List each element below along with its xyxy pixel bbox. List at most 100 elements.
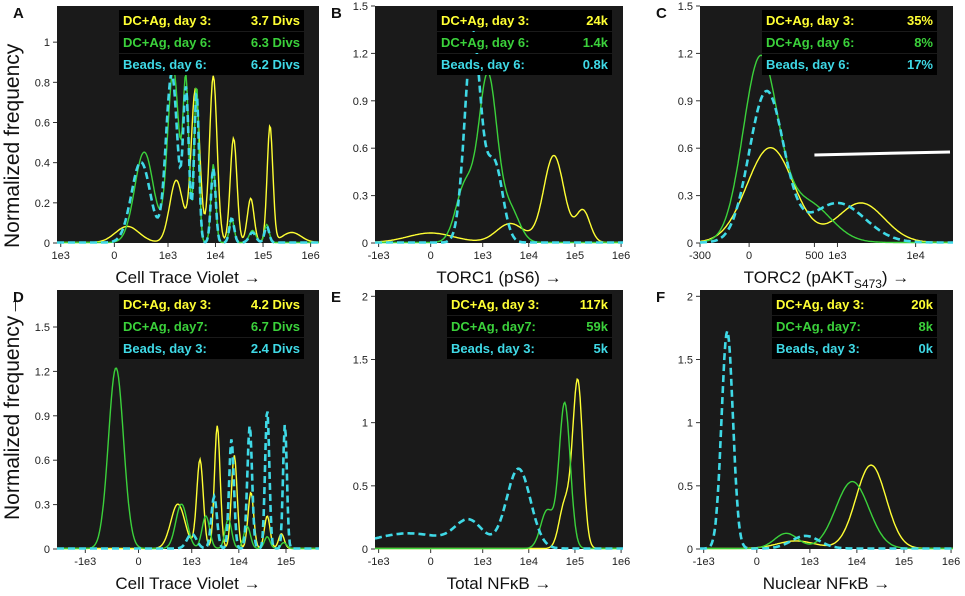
legend-bg [772,294,937,315]
legend-bg [437,10,612,31]
x-axis-label: TORC2 (pAKTS473) → [744,268,910,291]
legend-bg [447,316,612,337]
x-tick-label: 1e4 [230,556,248,568]
legend-value: 8% [914,35,933,50]
x-tick-label: 1e5 [566,250,584,262]
legend-label: DC+Ag, day 6: [441,35,530,50]
y-tick-label: 0.4 [35,158,50,170]
series-line-yellow [57,75,319,244]
y-tick-label: 0 [362,238,368,250]
legend-value: 59k [586,319,608,334]
legend-bg [119,32,304,53]
x-tick-label: 1e3 [159,250,177,262]
x-tick-label: 0 [135,556,141,568]
x-axis-label: TORC1 (pS6) → [436,268,561,287]
legend-label: DC+Ag, day 3: [441,13,530,28]
series-line-cyan [57,411,319,550]
y-tick-label: 1.2 [678,48,693,60]
y-tick-label: 0.6 [353,143,368,155]
x-tick-label: -1e3 [74,556,96,568]
y-axis-label-top: Normalized frequency [1,43,24,248]
legend-value: 20k [911,297,933,312]
y-tick-label: 0.9 [35,411,50,423]
x-tick-label: -1e3 [693,556,715,568]
legend-bg [447,294,612,315]
x-tick-label: 1e3 [474,556,492,568]
panel-letter: D [13,289,24,306]
legend-label: Beads, day 6: [123,57,207,72]
x-tick-label: 1e4 [206,250,224,262]
legend-label: Beads, day 3: [123,341,207,356]
x-tick-label: 1e4 [520,556,538,568]
legend: DC+Ag, day 3: 4.2 Divs DC+Ag, day7: 6.7 Div… [119,294,304,359]
legend-bg [119,294,304,315]
y-tick-label: 2 [362,291,368,303]
legend-bg [447,338,612,359]
legend-value: 17% [907,57,933,72]
x-tick-label: -300 [689,250,711,262]
x-tick-label: 1e6 [301,250,319,262]
legend: DC+Ag, day 3: 35% DC+Ag, day 6: 8% Beads, da… [762,10,937,75]
legend-bg [119,338,304,359]
legend-bg [762,10,937,31]
legend-value: 3.7 Divs [251,13,300,28]
legend-label: Beads, day 3: [776,341,860,356]
y-tick-label: 1.5 [353,1,368,13]
legend-label: DC+Ag, day 3: [123,13,212,28]
y-tick-label: 1.5 [678,1,693,13]
legend-label: DC+Ag, day 3: [766,13,855,28]
legend-label: DC+Ag, day 3: [123,297,212,312]
y-tick-label: 1.2 [35,366,50,378]
x-tick-label: 1e6 [942,556,960,568]
legend-value: 117k [580,297,609,312]
y-tick-label: 1.5 [678,354,693,366]
legend-value: 8k [919,319,934,334]
panel-b: B00.30.60.91.21.5-1e3 0 1e3 1e4 1e5 1e6TORC1 … [331,1,630,287]
y-tick-label: 0.9 [353,96,368,108]
series-line-yellow [374,154,623,244]
legend-label: DC+Ag, day 3: [451,297,540,312]
x-tick-label: 1e3 [474,250,492,262]
legend-bg [762,54,937,75]
y-tick-label: 0 [44,238,50,250]
panel-d: D 0 0.3 0.6 0.9 1.2 1.5 -1e3 0 1e3 1e4 1e5 Cell Trac… [13,289,319,593]
x-tick-label: 0 [746,250,752,262]
x-tick-label: 1e5 [277,556,295,568]
legend-bg [437,32,612,53]
legend-label: Beads, day 6: [441,57,525,72]
x-tick-label: 0 [754,556,760,568]
legend-bg [762,32,937,53]
legend: DC+Ag, day 3: 117k DC+Ag, day7: 59k Beads, d… [447,294,612,359]
legend-value: 5k [594,341,609,356]
legend-label: DC+Ag, day7: [451,319,536,334]
legend-label: DC+Ag, day7: [123,319,208,334]
legend-bg [119,10,304,31]
x-tick-label: 1e6 [612,556,630,568]
x-tick-label: -1e3 [368,250,390,262]
y-axis-label-bottom: Normalized frequency→ [1,294,24,520]
legend-bg [772,338,937,359]
x-tick-label: 1e5 [895,556,913,568]
x-tick-label: 1e5 [566,556,584,568]
panel-letter: F [656,289,665,306]
y-tick-label: 0.5 [353,481,368,493]
legend-label: DC+Ag, day 3: [776,297,865,312]
x-tick-label: -1e3 [368,556,390,568]
legend-value: 35% [907,13,933,28]
legend-value: 6.2 Divs [251,57,300,72]
legend-value: 0k [919,341,934,356]
series-line-green [375,71,623,244]
x-tick-label: 1e6 [612,250,630,262]
x-tick-label: 500 [805,250,823,262]
series-line-green [375,400,623,550]
x-tick-label: 1e4 [520,250,538,262]
y-tick-label: 0.9 [678,96,693,108]
y-tick-label: 1.2 [353,48,368,60]
x-axis-label: Total NFκB → [447,574,552,593]
series-line-cyan [375,29,623,244]
y-tick-label: 0.5 [678,481,693,493]
y-tick-label: 0.3 [678,191,693,203]
